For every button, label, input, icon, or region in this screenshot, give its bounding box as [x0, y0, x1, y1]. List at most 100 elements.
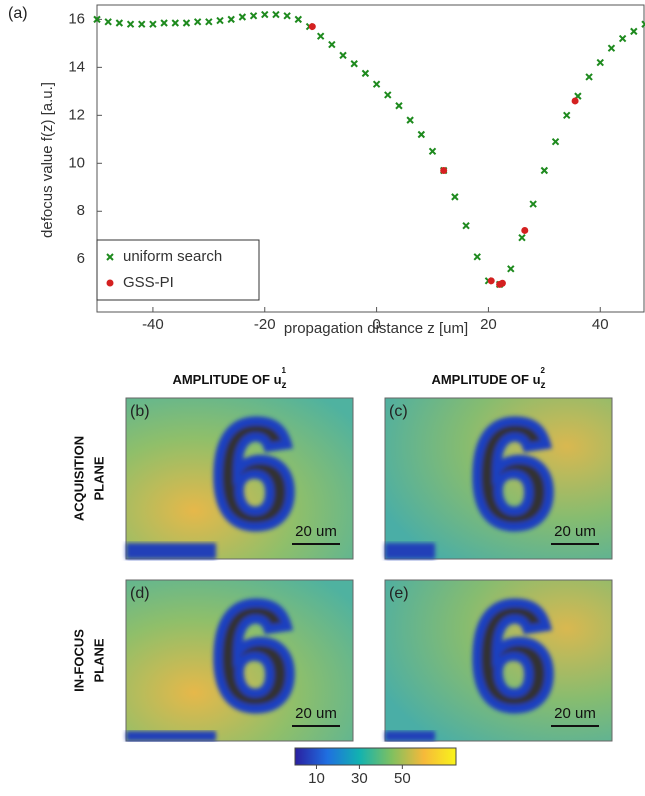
point — [462, 221, 470, 230]
point — [283, 12, 291, 20]
point — [193, 18, 202, 26]
point — [216, 16, 224, 25]
point — [104, 18, 112, 26]
colorbar-tick-label: 10 — [308, 770, 325, 787]
row-label: PLANE — [91, 638, 106, 682]
digit-shape: 6 — [471, 572, 554, 740]
y-tick-label: 14 — [68, 58, 85, 75]
image — [125, 579, 354, 742]
column-header-part: z — [541, 380, 546, 391]
column-header-part: 1 — [282, 366, 287, 375]
point — [350, 60, 358, 68]
point — [440, 166, 448, 174]
image-edge — [385, 543, 435, 559]
point — [372, 80, 381, 88]
point — [238, 13, 247, 21]
scale-bar-label: 20 um — [554, 705, 596, 722]
column-header: AMPLITUDE OF uz 1 — [172, 366, 286, 391]
point — [308, 23, 316, 31]
colorbar-tick-label: 30 — [351, 770, 368, 787]
x-tick-label: 0 — [372, 316, 380, 333]
point — [607, 44, 616, 52]
legend-label: uniform search — [123, 248, 222, 265]
digit-shape: 6 — [212, 390, 295, 558]
point — [171, 19, 179, 27]
x-tick-label: -40 — [142, 316, 164, 333]
point — [182, 19, 191, 27]
point — [498, 279, 506, 287]
point — [316, 32, 325, 40]
panel-label: (d) — [130, 585, 150, 602]
image-edge — [126, 543, 216, 559]
y-tick-label: 8 — [77, 202, 85, 219]
image — [384, 397, 613, 560]
column-header: AMPLITUDE OF uz 2 — [431, 366, 545, 391]
row-label: PLANE — [91, 456, 106, 500]
point — [249, 12, 258, 20]
image-edge — [126, 731, 216, 741]
scale-bar-label: 20 um — [554, 523, 596, 540]
point — [518, 233, 526, 242]
legend-box — [96, 239, 260, 301]
point — [521, 226, 529, 234]
row-label: IN-FOCUS — [71, 629, 86, 692]
point — [384, 91, 392, 99]
colorbar-tick-label: 50 — [394, 770, 411, 787]
point — [361, 69, 370, 78]
point — [126, 20, 135, 28]
point — [487, 277, 495, 285]
panel-label: (a) — [8, 5, 28, 22]
image-edge — [385, 731, 435, 741]
x-tick-label: 40 — [592, 316, 609, 333]
column-header-part: z — [282, 380, 287, 391]
point — [473, 253, 481, 261]
column-header-part: AMPLITUDE OF u — [431, 372, 540, 387]
point — [451, 193, 459, 201]
panel-label: (e) — [389, 585, 409, 602]
point — [571, 97, 579, 105]
y-tick-label: 12 — [68, 106, 85, 123]
plot-frame — [96, 4, 645, 313]
y-axis-label: defocus value f(z) [a.u.] — [39, 82, 56, 238]
colorbar — [294, 747, 457, 766]
row-label: ACQUISITION — [71, 436, 86, 521]
point — [406, 116, 414, 124]
point — [585, 73, 593, 81]
point — [339, 51, 347, 60]
point — [395, 102, 403, 110]
image — [384, 579, 613, 742]
digit-shape: 6 — [212, 572, 295, 740]
point — [115, 19, 124, 27]
point — [149, 20, 157, 28]
point — [540, 166, 549, 175]
point — [507, 265, 515, 273]
point — [328, 40, 336, 49]
x-tick-label: -20 — [254, 316, 276, 333]
point — [563, 111, 571, 120]
point — [417, 130, 426, 139]
point — [529, 200, 537, 208]
legend-label: GSS-PI — [123, 274, 174, 291]
point — [261, 10, 269, 19]
y-tick-label: 16 — [68, 10, 85, 27]
panel-label: (b) — [130, 403, 150, 420]
scale-bar-label: 20 um — [295, 705, 337, 722]
point — [551, 138, 560, 146]
digit-shape: 6 — [471, 390, 554, 558]
panel-label: (c) — [389, 403, 408, 420]
plot: -40 -20 0 20 40 6 8 10 12 14 16 propagation distanc… — [39, 4, 645, 337]
scale-bar-label: 20 um — [295, 523, 337, 540]
point — [428, 147, 437, 156]
point — [138, 20, 146, 28]
point — [294, 15, 303, 24]
point — [630, 27, 638, 36]
column-header-part: AMPLITUDE OF u — [172, 372, 281, 387]
point — [106, 253, 114, 261]
point — [93, 15, 101, 24]
point — [618, 34, 627, 43]
point — [160, 19, 168, 27]
x-tick-label: 20 — [480, 316, 497, 333]
point — [596, 58, 604, 67]
